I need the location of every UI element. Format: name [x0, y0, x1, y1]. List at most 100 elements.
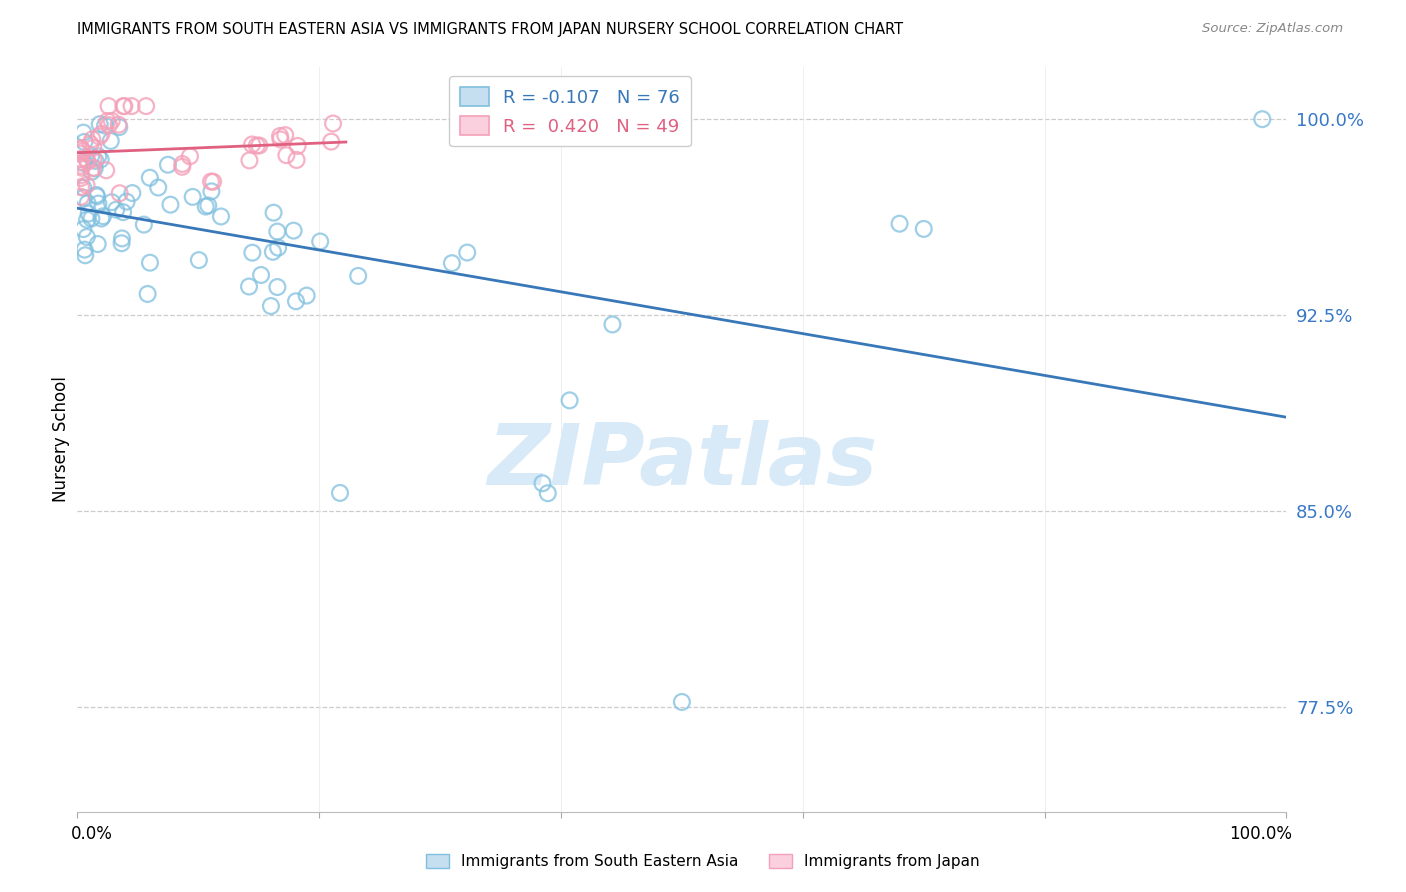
Point [70, 142, 93, 156]
Point [202, 175, 225, 189]
Point [90, 211, 112, 226]
Point [80, 165, 103, 179]
Point [139, 170, 162, 185]
Point [90, 127, 112, 141]
Point [70, 168, 93, 182]
Point [269, 132, 291, 146]
Point [97, 99, 120, 113]
Point [76, 154, 98, 169]
Point [250, 268, 273, 282]
Point [73, 243, 96, 257]
Point [287, 139, 309, 153]
Point [72, 191, 94, 205]
Point [87, 237, 110, 252]
Point [100, 134, 122, 148]
Point [108, 186, 131, 201]
Point [274, 128, 297, 142]
Point [87, 196, 110, 211]
Point [73, 135, 96, 149]
Text: IMMIGRANTS FROM SOUTH EASTERN ASIA VS IMMIGRANTS FROM JAPAN NURSERY SCHOOL CORRE: IMMIGRANTS FROM SOUTH EASTERN ASIA VS IM… [77, 22, 904, 37]
Point [159, 197, 181, 211]
Point [70, 159, 93, 173]
Point [70, 180, 93, 194]
Point [602, 318, 624, 332]
Legend: Immigrants from South Eastern Asia, Immigrants from Japan: Immigrants from South Eastern Asia, Immi… [420, 848, 986, 875]
Point [240, 137, 263, 152]
Point [132, 218, 155, 232]
Point [1251, 112, 1274, 127]
Point [121, 186, 143, 200]
Point [181, 190, 204, 204]
Point [80, 211, 103, 226]
Point [266, 280, 288, 294]
Point [84, 153, 107, 168]
Point [79, 136, 101, 151]
Point [200, 175, 222, 189]
Point [263, 205, 285, 219]
Point [889, 217, 911, 231]
Point [537, 486, 560, 500]
Point [148, 180, 170, 194]
Point [276, 148, 298, 162]
Point [75, 248, 97, 262]
Point [70, 190, 93, 204]
Point [70, 146, 93, 161]
Point [72, 156, 94, 170]
Point [80, 149, 103, 163]
Point [76, 212, 98, 227]
Point [89, 117, 111, 131]
Point [172, 157, 194, 171]
Point [112, 205, 135, 219]
Text: 100.0%: 100.0% [1229, 825, 1292, 843]
Point [136, 287, 159, 301]
Point [70, 144, 93, 158]
Point [112, 99, 135, 113]
Point [105, 202, 128, 217]
Point [70, 161, 93, 175]
Point [76, 230, 98, 244]
Point [321, 135, 343, 149]
Point [90, 153, 112, 167]
Point [283, 224, 305, 238]
Point [76, 152, 98, 166]
Point [115, 194, 138, 209]
Point [82, 152, 104, 166]
Text: ZIPatlas: ZIPatlas [486, 420, 877, 503]
Point [91, 209, 114, 223]
Point [135, 99, 157, 113]
Point [558, 393, 581, 408]
Point [76, 196, 98, 211]
Point [100, 195, 122, 210]
Point [194, 200, 217, 214]
Point [72, 222, 94, 236]
Point [285, 294, 308, 309]
Point [121, 99, 143, 113]
Point [89, 129, 111, 144]
Legend: R = -0.107   N = 76, R =  0.420   N = 49: R = -0.107 N = 76, R = 0.420 N = 49 [449, 76, 690, 146]
Point [671, 695, 693, 709]
Point [96, 114, 118, 128]
Point [72, 180, 94, 194]
Point [76, 178, 98, 192]
Point [267, 241, 290, 255]
Point [107, 118, 129, 132]
Point [111, 231, 134, 245]
Point [531, 476, 554, 491]
Point [86, 189, 108, 203]
Point [72, 126, 94, 140]
Point [82, 141, 104, 155]
Point [262, 244, 284, 259]
Point [238, 153, 260, 168]
Point [110, 236, 132, 251]
Point [98, 118, 121, 132]
Point [108, 120, 131, 134]
Point [912, 222, 935, 236]
Point [329, 486, 352, 500]
Point [100, 114, 122, 128]
Point [200, 185, 222, 199]
Y-axis label: Nursery School: Nursery School [52, 376, 70, 502]
Point [82, 161, 104, 175]
Point [247, 138, 270, 153]
Point [285, 153, 308, 167]
Point [156, 158, 179, 172]
